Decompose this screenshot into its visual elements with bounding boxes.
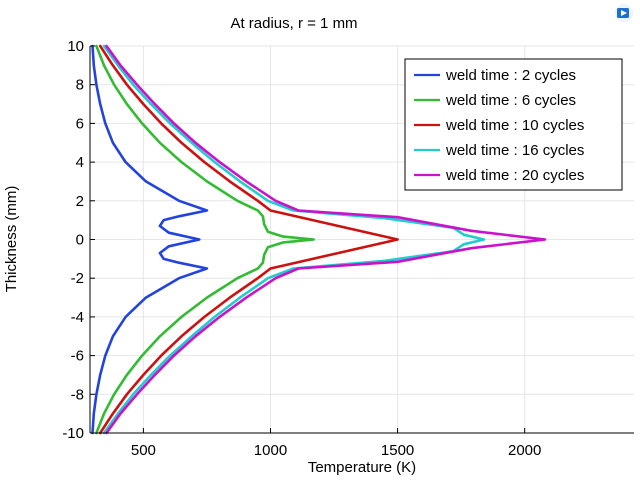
y-tick-label: 2 bbox=[76, 193, 84, 210]
x-tick-label: 2000 bbox=[508, 442, 541, 459]
legend-label: weld time : 16 cycles bbox=[445, 142, 584, 159]
series-line-4 bbox=[102, 44, 486, 435]
y-tick-labels: -10 -8 -6 -4 -2 0 2 4 6 8 10 bbox=[62, 38, 84, 442]
y-tick-label: 0 bbox=[76, 232, 84, 249]
legend-label: weld time : 2 cycles bbox=[445, 67, 576, 84]
legend-label: weld time : 20 cycles bbox=[445, 167, 584, 184]
x-tick-labels: 500 1000 1500 2000 bbox=[131, 442, 542, 459]
legend-label: weld time : 10 cycles bbox=[445, 117, 584, 134]
y-tick-label: -4 bbox=[71, 309, 84, 326]
y-tick-label: -8 bbox=[71, 386, 84, 403]
y-tick-label: 6 bbox=[76, 115, 84, 132]
series-line-2 bbox=[95, 44, 315, 435]
y-tick-label: 4 bbox=[76, 154, 84, 171]
plot-series bbox=[91, 44, 547, 435]
legend-label: weld time : 6 cycles bbox=[445, 92, 576, 109]
y-tick-label: -10 bbox=[62, 425, 84, 442]
series-line-5 bbox=[105, 44, 547, 435]
series-line-3 bbox=[98, 44, 399, 435]
y-tick-label: -6 bbox=[71, 348, 84, 365]
x-tick-label: 1500 bbox=[381, 442, 414, 459]
y-tick-label: 8 bbox=[76, 77, 84, 94]
x-tick-label: 500 bbox=[131, 442, 156, 459]
chart-title: At radius, r = 1 mm bbox=[230, 15, 357, 32]
legend: weld time : 2 cycles weld time : 6 cycles… bbox=[404, 58, 623, 191]
x-axis-label: Temperature (K) bbox=[308, 459, 416, 476]
y-tick-label: 10 bbox=[67, 38, 84, 55]
legend-box bbox=[404, 58, 623, 191]
logo-arrow bbox=[621, 10, 627, 16]
axes bbox=[89, 45, 634, 434]
series-line-1 bbox=[91, 44, 209, 435]
comsol-logo-icon[interactable] bbox=[615, 4, 633, 22]
x-tick-label: 1000 bbox=[254, 442, 287, 459]
y-tick-label: -2 bbox=[71, 270, 84, 287]
y-axis-label: Thickness (mm) bbox=[3, 186, 20, 293]
